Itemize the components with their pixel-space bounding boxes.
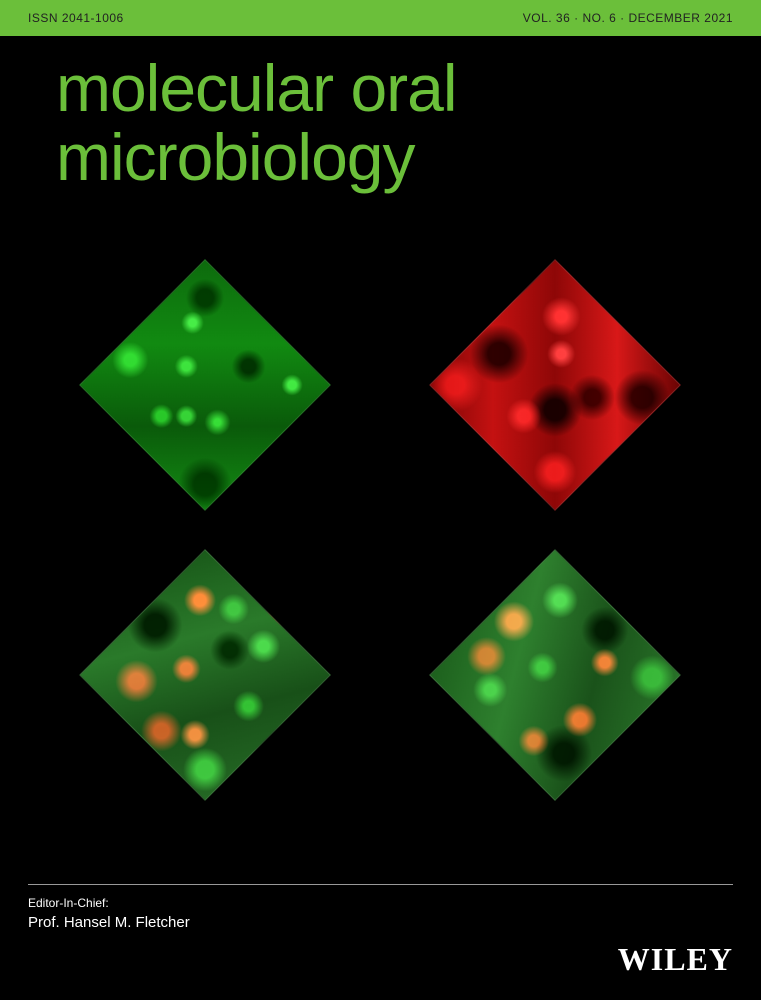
journal-title: molecular oral microbiology <box>0 36 761 193</box>
microscopy-image-icon <box>79 549 331 801</box>
header-bar: ISSN 2041-1006 VOL. 36 · NO. 6 · DECEMBE… <box>0 0 761 36</box>
biofilm-mixed-a-tile <box>80 550 330 800</box>
biofilm-green-tile <box>80 260 330 510</box>
issue-text: VOL. 36 · NO. 6 · DECEMBER 2021 <box>523 11 733 25</box>
biofilm-mixed-b-tile <box>430 550 680 800</box>
cover-image-grid <box>0 240 761 830</box>
biofilm-red-tile <box>430 260 680 510</box>
footer-divider <box>28 884 733 885</box>
editor-label: Editor-In-Chief: <box>28 896 190 910</box>
editor-name: Prof. Hansel M. Fletcher <box>28 914 190 931</box>
publisher-logo: WILEY <box>618 941 733 978</box>
microscopy-image-icon <box>79 259 331 511</box>
editor-block: Editor-In-Chief: Prof. Hansel M. Fletche… <box>28 896 190 931</box>
microscopy-image-icon <box>429 549 681 801</box>
title-line-1: molecular oral <box>56 54 761 123</box>
issn-text: ISSN 2041-1006 <box>28 11 124 25</box>
title-line-2: microbiology <box>56 123 761 192</box>
microscopy-image-icon <box>429 259 681 511</box>
